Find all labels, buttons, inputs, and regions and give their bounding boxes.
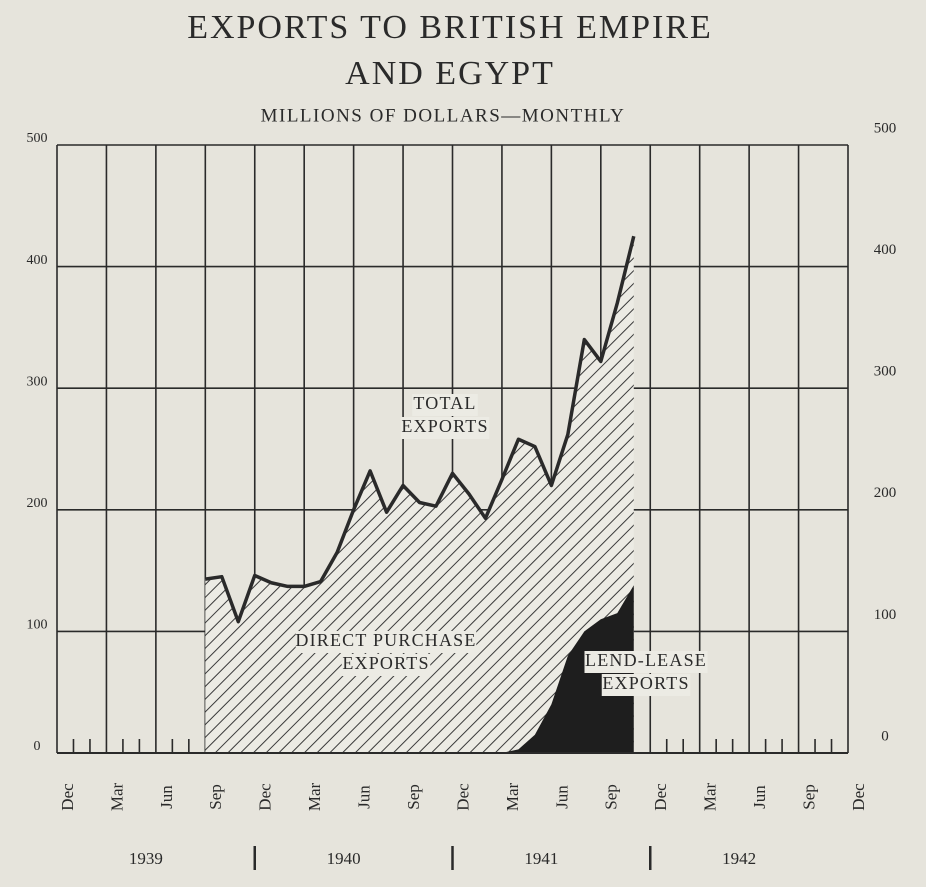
chart-subtitle: MILLIONS OF DOLLARS—MONTHLY	[261, 105, 626, 126]
y2-tick-label: 300	[874, 364, 897, 380]
x-tick-label: Dec	[256, 783, 275, 811]
x-tick-label: Jun	[750, 785, 769, 809]
y2-tick-label: 100	[874, 607, 897, 623]
label-background	[400, 417, 490, 439]
annotation: EXPORTS	[342, 653, 429, 673]
year-label: 1939	[129, 849, 163, 868]
y-tick-label: 0	[34, 739, 41, 754]
chart-title: AND EGYPT	[345, 55, 555, 92]
x-tick-label: Mar	[701, 783, 720, 812]
annotation: DIRECT PURCHASE	[295, 630, 476, 650]
x-tick-label: Jun	[552, 785, 571, 809]
year-label: 1940	[327, 849, 361, 868]
total-line	[205, 235, 636, 624]
year-label: 1942	[722, 849, 756, 868]
x-tick-label: Mar	[107, 783, 126, 812]
total-area	[205, 236, 634, 753]
y2-tick-label: 0	[881, 728, 889, 744]
y-tick-label: 300	[27, 374, 48, 389]
x-tick-label: Dec	[58, 783, 77, 811]
x-tick-label: Jun	[157, 785, 176, 809]
annotation: EXPORTS	[401, 416, 488, 436]
year-label: 1941	[524, 849, 558, 868]
annotation: EXPORTS	[602, 673, 689, 693]
chart-title: EXPORTS TO BRITISH EMPIRE	[187, 9, 713, 46]
annotation: TOTAL	[413, 393, 476, 413]
y-tick-label: 400	[27, 253, 48, 268]
x-tick-label: Jun	[355, 785, 374, 809]
annotation: LEND-LEASE	[585, 650, 707, 670]
label-background	[601, 674, 691, 696]
y-tick-label: 100	[27, 618, 48, 633]
y2-tick-label: 500	[874, 120, 897, 136]
x-tick-label: Mar	[503, 783, 522, 812]
label-background	[341, 654, 431, 676]
x-tick-label: Dec	[849, 783, 868, 811]
x-tick-label: Mar	[305, 783, 324, 812]
x-tick-label: Sep	[404, 784, 423, 810]
x-tick-label: Sep	[206, 784, 225, 810]
x-tick-label: Dec	[651, 783, 670, 811]
y-tick-label: 200	[27, 496, 48, 511]
label-background	[584, 651, 708, 673]
x-tick-label: Sep	[602, 784, 621, 810]
y-tick-label: 500	[27, 131, 48, 146]
y2-tick-label: 200	[874, 485, 897, 501]
label-background	[412, 394, 478, 416]
x-tick-label: Dec	[453, 783, 472, 811]
label-background	[295, 631, 477, 653]
x-tick-label: Sep	[799, 784, 818, 810]
lend-lease-area	[501, 585, 634, 753]
y2-tick-label: 400	[874, 242, 897, 258]
